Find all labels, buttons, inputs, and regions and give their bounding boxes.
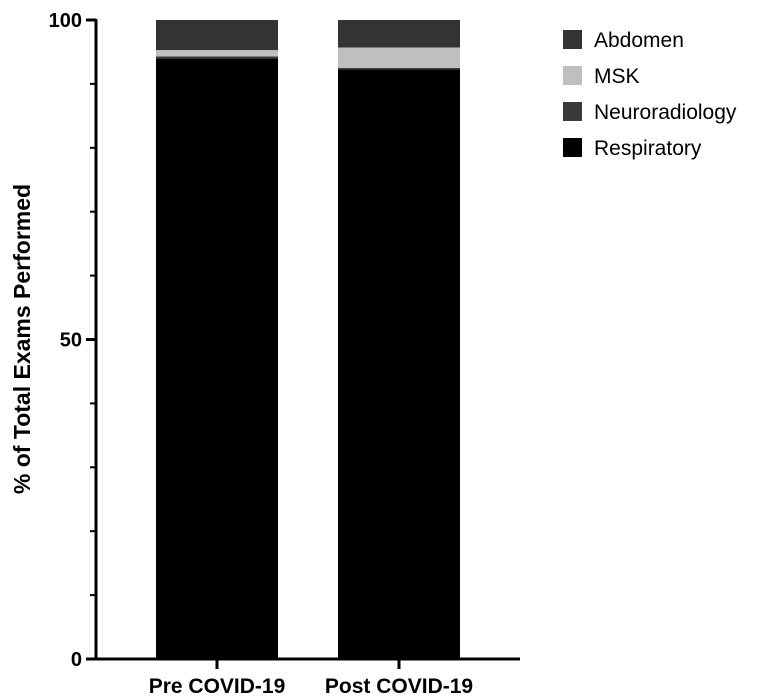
legend-swatch-neuroradiology (563, 102, 582, 121)
y-tick-label-50: 50 (60, 330, 82, 352)
x-category-label-1: Pre COVID-19 (149, 675, 286, 697)
bar-segment-respiratory-1 (156, 58, 278, 659)
legend-label-abdomen: Abdomen (594, 29, 684, 52)
legend-swatch-msk (563, 66, 582, 85)
legend-swatch-respiratory (563, 138, 582, 157)
bar-segment-respiratory-2 (338, 69, 460, 659)
bar-segment-abdomen-1 (156, 20, 278, 51)
bar-segment-neuroradiology-2 (338, 67, 460, 70)
bar-segment-abdomen-2 (338, 20, 460, 48)
legend-swatch-abdomen (563, 30, 582, 49)
y-axis-ticks: 0 50 100 (49, 10, 96, 671)
bar-segment-msk-2 (338, 47, 460, 68)
bars-group (156, 20, 460, 659)
y-tick-label-100: 100 (49, 10, 82, 32)
x-axis-ticks: Pre COVID-19 Post COVID-19 (149, 659, 473, 697)
legend-label-respiratory: Respiratory (594, 137, 702, 160)
y-axis-title: % of Total Exams Performed (9, 184, 35, 494)
bar-segment-msk-1 (156, 50, 278, 57)
bar-segment-neuroradiology-1 (156, 56, 278, 59)
legend: Abdomen MSK Neuroradiology Respiratory (563, 29, 737, 160)
x-category-label-2: Post COVID-19 (325, 675, 473, 697)
legend-label-neuroradiology: Neuroradiology (594, 101, 737, 124)
legend-label-msk: MSK (594, 65, 640, 88)
y-tick-label-0: 0 (71, 649, 82, 671)
